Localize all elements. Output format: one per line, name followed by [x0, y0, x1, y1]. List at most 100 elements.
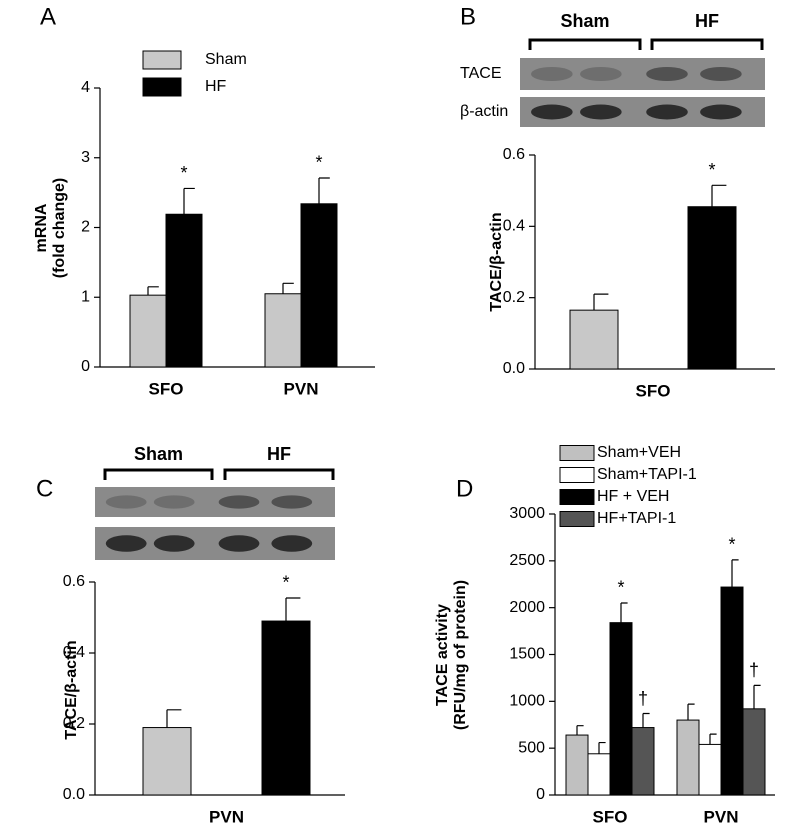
blot-band: [580, 104, 622, 120]
blot-band: [646, 104, 688, 120]
blot-band: [700, 104, 742, 120]
panel-letter: A: [40, 3, 56, 30]
y-axis-label: mRNA: [33, 203, 50, 252]
group-label: Sham: [560, 11, 609, 31]
blot-band: [700, 66, 742, 82]
y-tick-label: 0.6: [63, 573, 85, 590]
y-tick-label: 500: [518, 739, 545, 756]
panel-letter: D: [456, 475, 473, 502]
bracket: [528, 38, 642, 50]
bar: [129, 294, 167, 368]
y-axis-label: (RFU/mg of protein): [452, 580, 469, 730]
blot-row-label: TACE: [460, 65, 501, 82]
y-tick-label: 1: [81, 288, 90, 305]
error-bar: [318, 177, 330, 204]
legend-swatch: [559, 467, 595, 483]
y-tick-label: 0.0: [503, 360, 525, 377]
error-bar: [642, 712, 650, 728]
error-bar: [687, 703, 695, 721]
error-bar: [709, 733, 717, 745]
y-axis-label: (fold change): [51, 178, 68, 278]
y-tick-label: 2: [81, 219, 90, 236]
bracket: [103, 468, 214, 480]
bar: [720, 586, 744, 796]
legend-swatch: [559, 445, 595, 461]
x-tick-label: PVN: [209, 807, 244, 826]
legend-label: Sham+VEH: [597, 444, 681, 461]
y-tick-label: 0: [81, 358, 90, 375]
error-bar: [285, 597, 301, 622]
panel-letter: B: [460, 3, 476, 30]
y-axis-label: TACE/β-actin: [63, 640, 80, 739]
significance-marker: *: [708, 160, 715, 180]
y-axis-label: TACE activity: [434, 604, 451, 706]
blot-band: [646, 66, 688, 82]
group-label: HF: [695, 11, 719, 31]
significance-marker: †: [638, 688, 648, 708]
legend-label: HF+TAPI-1: [597, 510, 676, 527]
significance-marker: *: [315, 153, 322, 173]
bar: [631, 727, 655, 796]
x-tick-label: SFO: [149, 379, 184, 398]
error-bar: [593, 293, 609, 311]
y-tick-label: 0.4: [63, 644, 85, 661]
y-tick-label: 0.4: [503, 218, 525, 235]
bar: [676, 719, 700, 796]
y-tick-label: 3: [81, 149, 90, 166]
y-tick-label: 3000: [509, 505, 545, 522]
significance-marker: *: [617, 578, 624, 598]
y-tick-label: 1000: [509, 693, 545, 710]
x-tick-label: SFO: [593, 807, 628, 826]
bar: [742, 708, 766, 796]
panel-letter: C: [36, 475, 53, 502]
significance-marker: *: [180, 163, 187, 183]
y-tick-label: 0.2: [503, 289, 525, 306]
error-bar: [166, 709, 182, 728]
y-tick-label: 0.0: [63, 786, 85, 803]
error-bar: [731, 559, 739, 588]
error-bar: [183, 187, 195, 215]
x-tick-label: SFO: [636, 381, 671, 400]
error-bar: [620, 602, 628, 623]
blot-row-label: β-actin: [460, 103, 508, 120]
blot-band: [153, 495, 195, 509]
y-axis-label: TACE/β-actin: [488, 212, 505, 311]
y-tick-label: 1500: [509, 646, 545, 663]
blot-band: [218, 535, 260, 552]
legend-label: Sham: [205, 51, 247, 68]
bar: [587, 753, 611, 796]
bar: [165, 213, 203, 368]
legend-label: HF: [205, 78, 227, 95]
significance-marker: *: [282, 573, 289, 593]
y-tick-label: 2000: [509, 599, 545, 616]
bar: [609, 622, 633, 796]
x-tick-label: PVN: [704, 807, 739, 826]
significance-marker: *: [728, 535, 735, 555]
legend-swatch: [559, 511, 595, 527]
legend-label: HF + VEH: [597, 488, 669, 505]
significance-marker: †: [749, 660, 759, 680]
legend-swatch: [142, 77, 182, 97]
error-bar: [282, 282, 294, 294]
bar: [569, 309, 619, 370]
y-tick-label: 2500: [509, 552, 545, 569]
error-bar: [598, 741, 606, 754]
error-bar: [576, 725, 584, 736]
x-tick-label: PVN: [284, 379, 319, 398]
blot-band: [105, 495, 147, 509]
bracket: [223, 468, 335, 480]
y-tick-label: 0: [536, 786, 545, 803]
blot-band: [218, 495, 260, 509]
bar: [698, 743, 722, 796]
legend-swatch: [559, 489, 595, 505]
bar: [565, 734, 589, 796]
blot-band: [105, 535, 147, 552]
blot-band: [271, 495, 313, 509]
legend-swatch: [142, 50, 182, 70]
bar: [261, 620, 311, 796]
legend-label: Sham+TAPI-1: [597, 466, 697, 483]
blot-band: [271, 535, 313, 552]
y-tick-label: 0.2: [63, 715, 85, 732]
bar: [264, 293, 302, 368]
